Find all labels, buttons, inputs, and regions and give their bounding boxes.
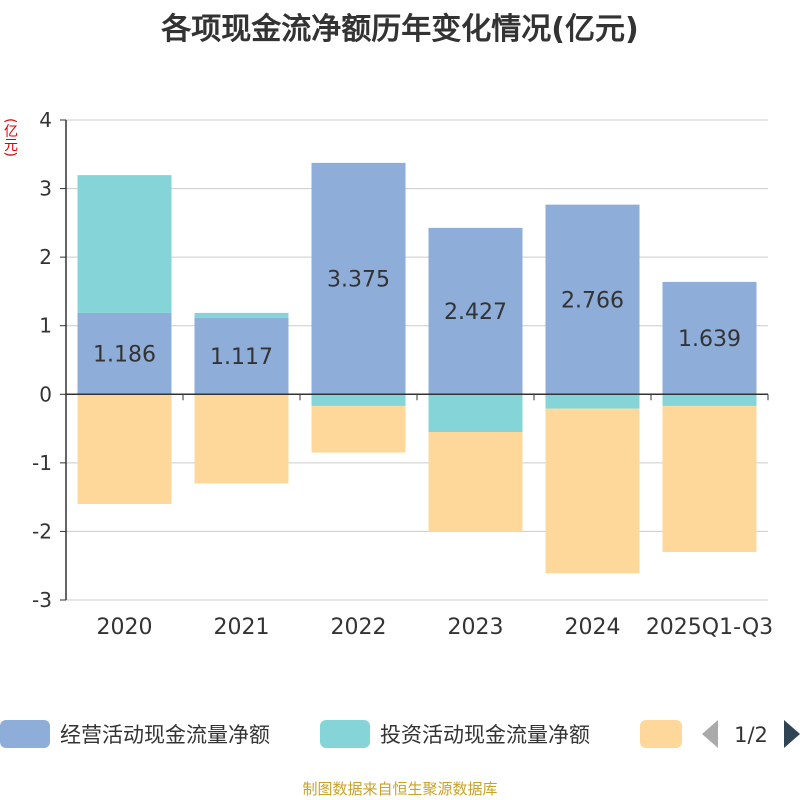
source-note: 制图数据来自恒生聚源数据库	[302, 780, 498, 798]
data-label: 2.427	[444, 300, 507, 325]
y-tick-label: -2	[32, 519, 52, 543]
data-label: 1.639	[678, 327, 741, 352]
investing-bar	[428, 394, 523, 432]
x-tick-label: 2023	[448, 615, 504, 640]
data-label: 1.186	[93, 343, 156, 368]
legend-page-indicator: 1/2	[734, 723, 768, 747]
x-tick-label: 2025Q1-Q3	[646, 615, 773, 640]
legend-next-icon[interactable]	[784, 720, 800, 748]
financing-bar	[77, 394, 172, 504]
legend-swatch[interactable]	[640, 720, 682, 748]
data-label: 3.375	[327, 268, 390, 293]
y-tick-label: 0	[39, 382, 52, 406]
y-tick-label: 4	[39, 108, 52, 132]
chart-title: 各项现金流净额历年变化情况(亿元)	[161, 12, 639, 47]
financing-bar	[545, 408, 640, 574]
investing-bar	[311, 394, 406, 406]
operating-bar	[545, 204, 640, 395]
data-label: 1.117	[210, 345, 273, 370]
financing-bar	[428, 432, 523, 532]
operating-bar	[311, 162, 406, 395]
financing-bar	[194, 394, 289, 484]
investing-bar	[545, 394, 640, 409]
operating-bar	[77, 312, 172, 395]
legend-label[interactable]: 投资活动现金流量净额	[380, 723, 590, 747]
x-tick-label: 2020	[97, 615, 153, 640]
legend-swatch[interactable]	[320, 720, 370, 748]
x-tick-label: 2022	[331, 615, 387, 640]
y-tick-label: -3	[32, 588, 52, 612]
y-axis-unit: (亿元)	[2, 118, 18, 157]
legend-label[interactable]: 经营活动现金流量净额	[60, 723, 270, 747]
investing-bar	[194, 312, 289, 318]
legend-swatch[interactable]	[0, 720, 50, 748]
operating-bar	[194, 317, 289, 395]
y-tick-label: 1	[39, 314, 52, 338]
financing-bar	[662, 405, 757, 552]
investing-bar	[77, 175, 172, 313]
y-tick-label: 2	[39, 245, 52, 269]
data-label: 2.766	[561, 288, 624, 313]
y-tick-label: -1	[32, 451, 52, 475]
operating-bar	[662, 281, 757, 395]
investing-bar	[662, 394, 757, 406]
x-tick-label: 2024	[565, 615, 621, 640]
operating-bar	[428, 227, 523, 395]
legend-prev-icon[interactable]	[702, 720, 718, 748]
x-tick-label: 2021	[214, 615, 270, 640]
financing-bar	[311, 405, 406, 453]
y-tick-label: 3	[39, 177, 52, 201]
